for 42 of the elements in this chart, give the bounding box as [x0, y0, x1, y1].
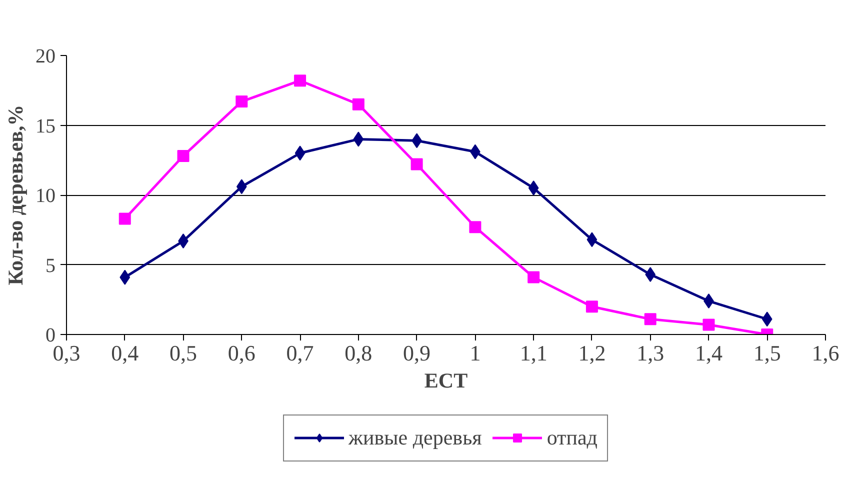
y-tick-label: 5 [46, 254, 56, 277]
x-tick-label: 1,4 [694, 340, 722, 366]
x-tick-label: 1,2 [578, 340, 606, 366]
point [236, 179, 247, 194]
point [702, 318, 715, 331]
point [177, 150, 190, 162]
point [645, 267, 656, 282]
point [528, 271, 540, 284]
x-tick-label: 1,6 [812, 340, 840, 366]
point [586, 232, 598, 248]
point [528, 180, 539, 196]
x-tick-label: 0,8 [344, 340, 372, 366]
y-axis-title: Кол-во деревьев,% [4, 104, 28, 286]
point [120, 270, 130, 285]
point [294, 74, 306, 87]
x-tick-label: 1 [470, 340, 481, 366]
x-tick-label: 0,6 [228, 340, 256, 366]
point [118, 212, 131, 225]
x-tick-label: 1,3 [636, 340, 664, 366]
x-axis-title: ECT [424, 368, 468, 392]
point [586, 300, 598, 313]
y-tick-label: 15 [36, 115, 56, 138]
x-tick-label: 1,1 [520, 340, 548, 366]
point [410, 158, 423, 170]
point [353, 132, 364, 147]
x-tick-label: 0,9 [403, 340, 431, 366]
y-tick-label: 10 [36, 185, 56, 207]
point [352, 98, 364, 110]
y-tick-label: 20 [36, 46, 56, 68]
point [469, 221, 482, 234]
point [762, 312, 772, 327]
x-tick-label: 0,3 [52, 340, 80, 366]
point [236, 96, 248, 108]
x-tick-label: 1,5 [753, 340, 781, 366]
point [294, 146, 306, 161]
x-tick-label: 0,7 [286, 340, 314, 366]
legend-label: живые деревья [348, 425, 482, 450]
legend-label: отпад [546, 425, 598, 450]
x-tick-label: 0,4 [111, 340, 139, 366]
point [644, 313, 656, 326]
y-tick-label: 0 [46, 324, 56, 346]
x-tick-label: 0,5 [170, 340, 198, 366]
